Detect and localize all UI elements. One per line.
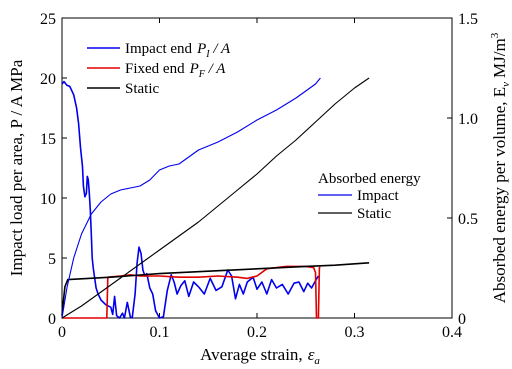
x-tick-label: 0: [58, 324, 66, 341]
legend-label-impact-end: Impact end PI / A: [125, 41, 231, 60]
legend-energy: Absorbed energy Impact Static: [318, 171, 421, 222]
x-tick-label: 0.4: [442, 324, 462, 341]
y-axis-label-left: Impact load per area, P / A MPa: [7, 59, 26, 276]
y-tick-label-left: 25: [40, 11, 56, 28]
y-tick-label-left: 5: [48, 251, 56, 268]
y-tick-label-right: 1.5: [458, 11, 478, 28]
series-energy-static: [61, 77, 370, 319]
x-tick-label: 0.1: [150, 324, 170, 341]
y-tick-label-right: 0: [458, 311, 466, 328]
legend-label-energy-impact: Impact: [357, 188, 399, 204]
y-tick-label-right: 1.0: [458, 111, 478, 128]
legend-top: Impact end PI / A Fixed end PF / A Static: [87, 41, 231, 97]
y-axis-label-right: Absorbed energy per volume, EvMJ/m3: [489, 32, 512, 303]
plot-frame: [61, 17, 453, 319]
legend-energy-title: Absorbed energy: [318, 171, 421, 187]
y-tick-label-left: 15: [40, 131, 56, 148]
x-tick-label: 0.3: [345, 324, 365, 341]
y-tick-label-left: 0: [48, 311, 56, 328]
y-tick-label-left: 10: [40, 191, 56, 208]
x-tick-label: 0.2: [247, 324, 267, 341]
series-load-impact-end: [61, 80, 320, 319]
series-load-static: [61, 262, 370, 316]
series-layer: [61, 77, 370, 319]
series-energy-impact: [61, 77, 321, 319]
legend-label-fixed-end: Fixed end PF / A: [125, 61, 226, 80]
y-tick-label-left: 20: [40, 71, 56, 88]
x-axis-label: Average strain, εa: [200, 345, 320, 367]
legend-label-static: Static: [125, 81, 160, 97]
legend-label-energy-static: Static: [357, 206, 392, 222]
y-tick-label-right: 0.5: [458, 211, 478, 228]
